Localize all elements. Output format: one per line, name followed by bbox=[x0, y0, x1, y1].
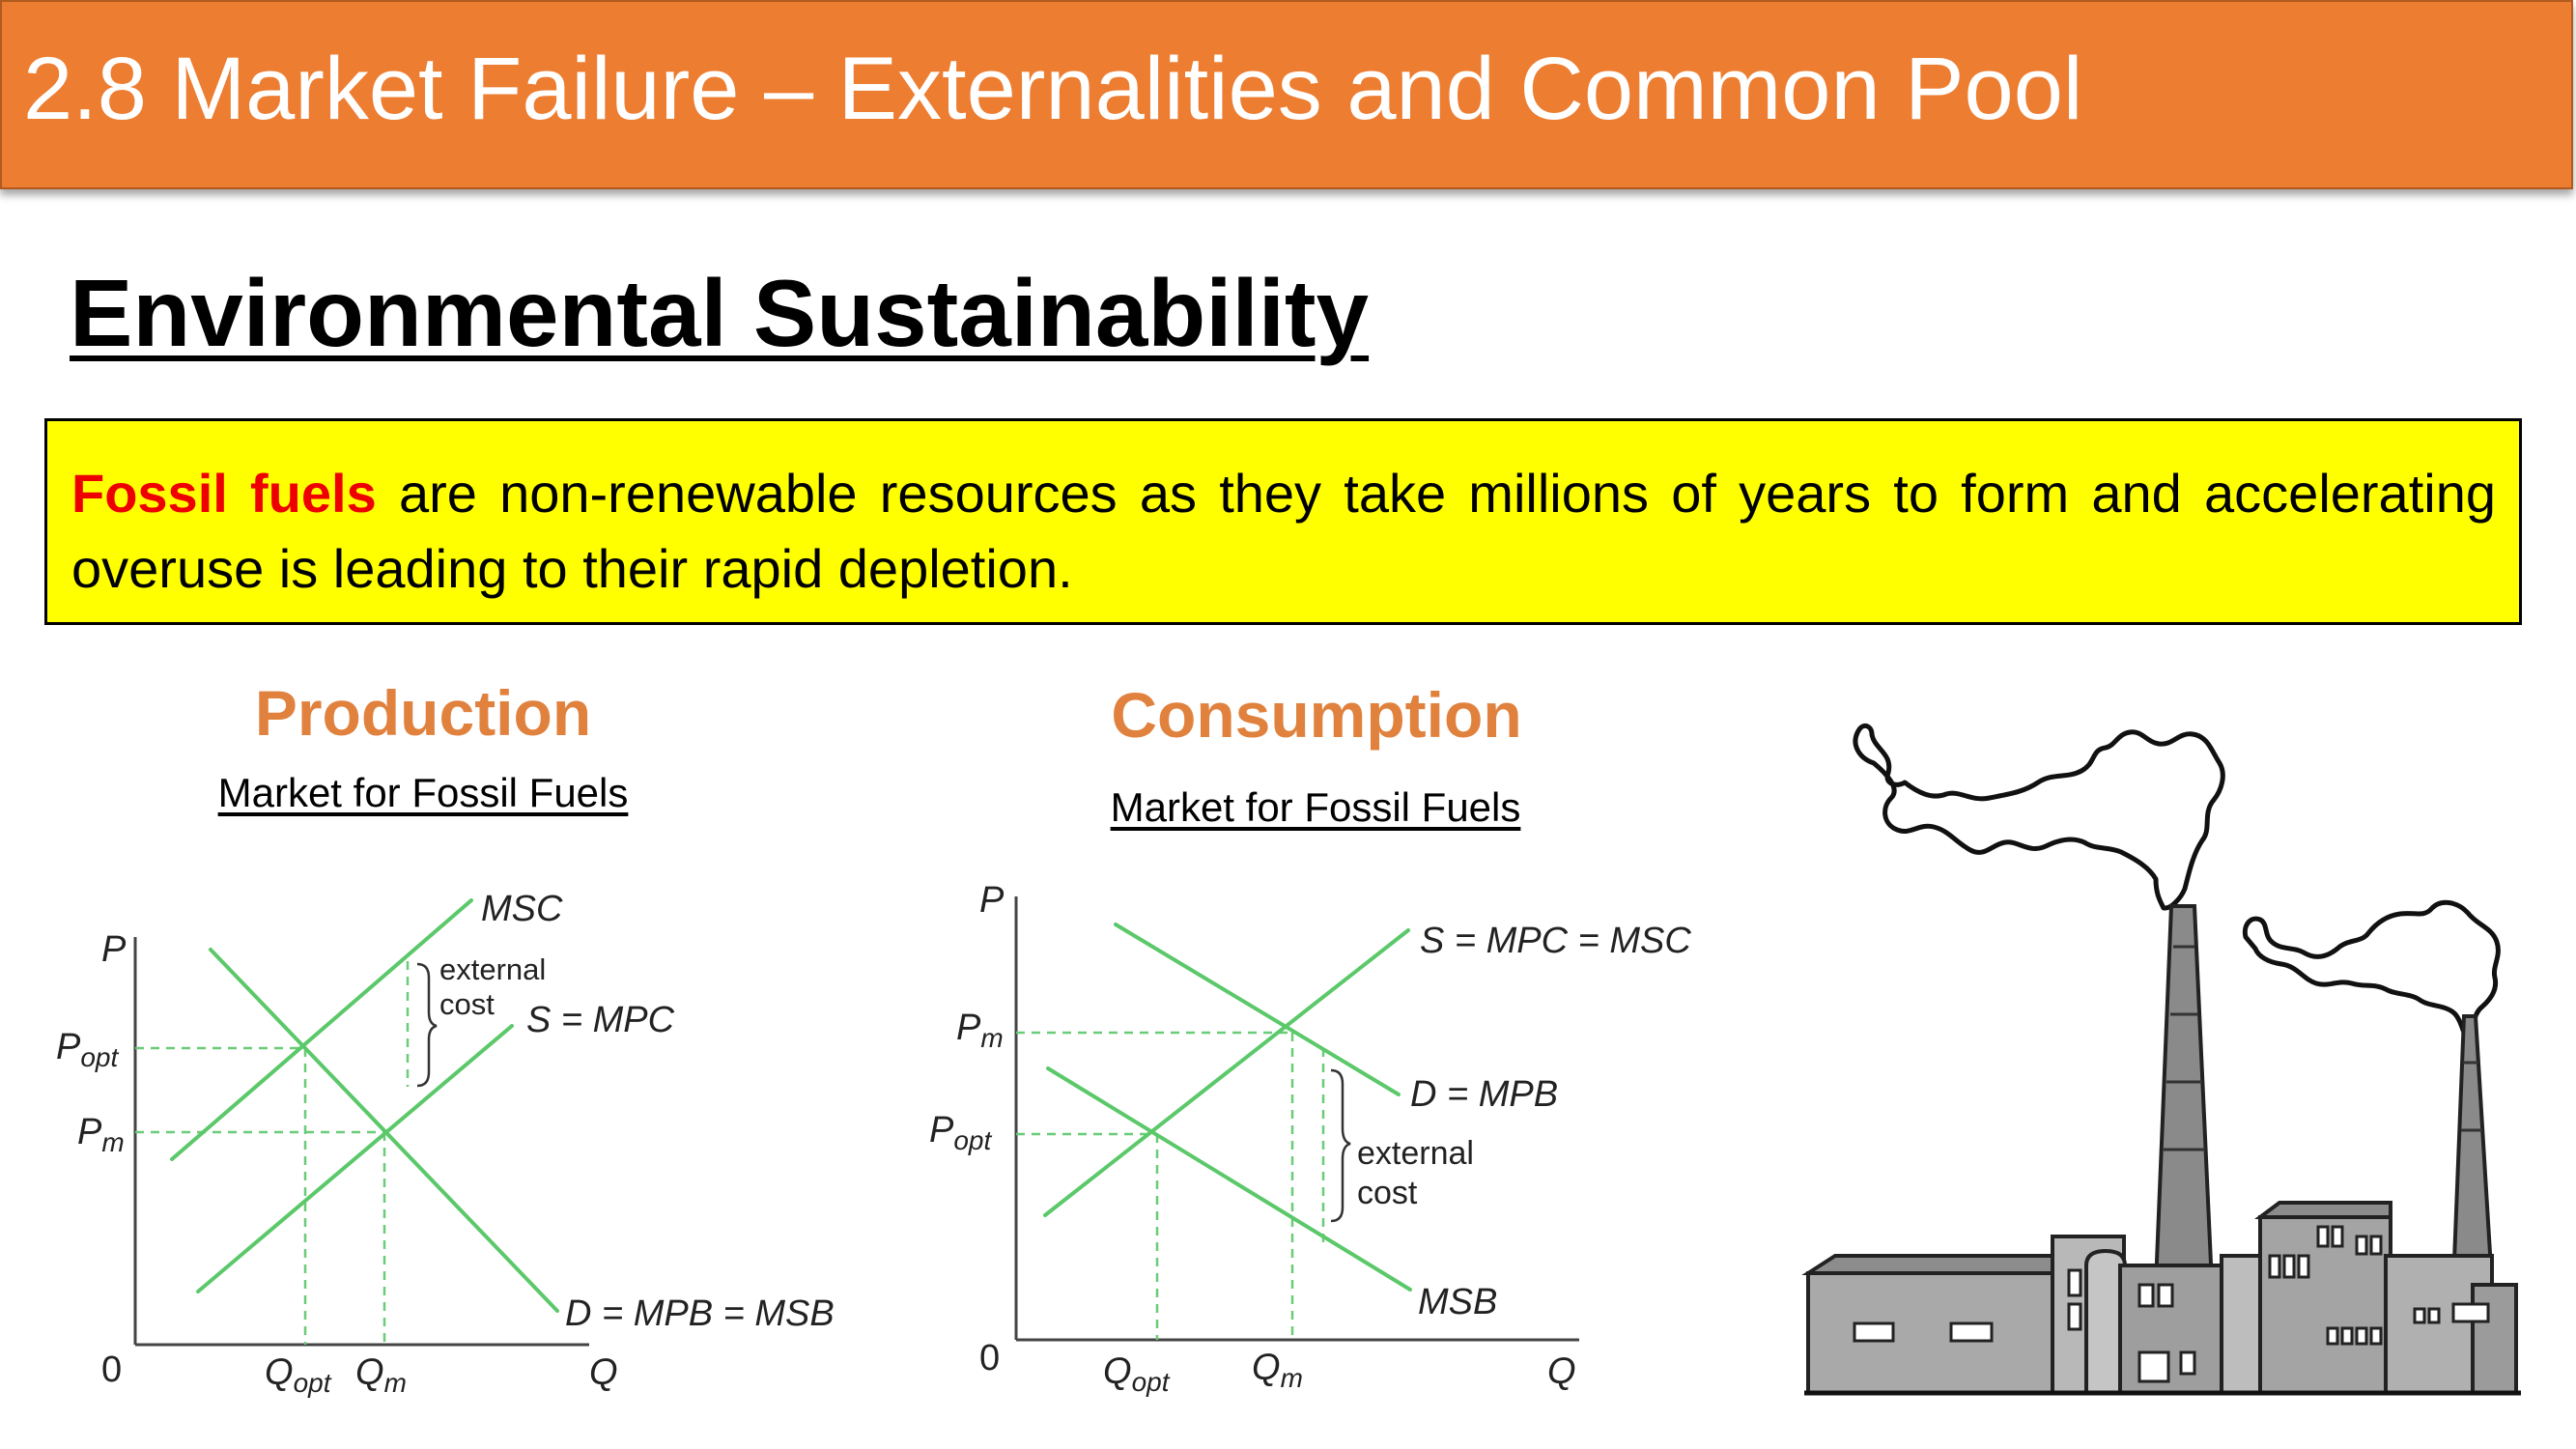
production-origin-label: 0 bbox=[101, 1350, 122, 1390]
production-axis-p-label: P bbox=[101, 929, 127, 970]
slide-title: 2.8 Market Failure – Externalities and C… bbox=[23, 40, 2083, 138]
production-pm-label: Pm bbox=[77, 1112, 125, 1157]
smoke-cloud-small bbox=[2242, 899, 2501, 1038]
consumption-axis-q-label: Q bbox=[1547, 1351, 1576, 1392]
consumption-qopt-label: Qopt bbox=[1103, 1351, 1171, 1397]
consumption-external-cost-brace bbox=[1330, 1068, 1351, 1223]
consumption-supply-curve bbox=[1043, 928, 1410, 1217]
consumption-pm-label: Pm bbox=[956, 1008, 1004, 1053]
consumption-subtitle: Market for Fossil Fuels bbox=[1110, 784, 1521, 830]
definition-callout: Fossil fuels are non-renewable resources… bbox=[44, 418, 2522, 625]
tall-chimney bbox=[2153, 904, 2215, 1287]
production-msc-label: MSC bbox=[481, 889, 563, 929]
production-external-cost-label-2: cost bbox=[439, 987, 495, 1021]
short-chimney bbox=[2450, 1014, 2495, 1287]
production-external-cost-label: external bbox=[439, 952, 546, 986]
production-msc-curve bbox=[170, 898, 473, 1161]
production-popt-label: Popt bbox=[56, 1027, 120, 1072]
callout-highlight: Fossil fuels bbox=[71, 463, 377, 524]
production-demand-curve bbox=[209, 948, 559, 1313]
consumption-demand-curve bbox=[1114, 923, 1401, 1096]
consumption-external-cost-label-2: cost bbox=[1357, 1175, 1418, 1211]
consumption-axis-p-label: P bbox=[979, 880, 1005, 921]
consumption-supply-label: S = MPC = MSC bbox=[1420, 921, 1691, 961]
consumption-popt-label: Popt bbox=[929, 1110, 993, 1155]
production-title: Production bbox=[254, 677, 592, 749]
factory-left-wing bbox=[1806, 1271, 2063, 1395]
title-bar: 2.8 Market Failure – Externalities and C… bbox=[0, 0, 2573, 189]
consumption-title: Consumption bbox=[1111, 679, 1522, 751]
consumption-msb-label: MSB bbox=[1418, 1282, 1497, 1322]
production-qopt-label: Qopt bbox=[265, 1352, 332, 1398]
consumption-qm-label: Qm bbox=[1252, 1348, 1303, 1393]
production-external-cost-brace bbox=[416, 962, 438, 1088]
production-demand-label: D = MPB = MSB bbox=[565, 1293, 835, 1334]
production-axis-q-label: Q bbox=[589, 1352, 618, 1393]
production-qm-label: Qm bbox=[355, 1352, 407, 1398]
consumption-msb-curve bbox=[1046, 1066, 1412, 1292]
smoke-cloud-large bbox=[1853, 723, 2225, 911]
production-supply-label: S = MPC bbox=[526, 1000, 675, 1040]
consumption-origin-label: 0 bbox=[979, 1338, 1000, 1378]
section-heading: Environmental Sustainability bbox=[70, 260, 1370, 366]
production-subtitle: Market for Fossil Fuels bbox=[217, 770, 629, 815]
callout-text: are non-renewable resources as they take… bbox=[71, 463, 2496, 599]
consumption-external-cost-label: external bbox=[1357, 1135, 1474, 1172]
production-supply-curve bbox=[196, 1024, 514, 1293]
consumption-demand-label: D = MPB bbox=[1410, 1074, 1558, 1115]
